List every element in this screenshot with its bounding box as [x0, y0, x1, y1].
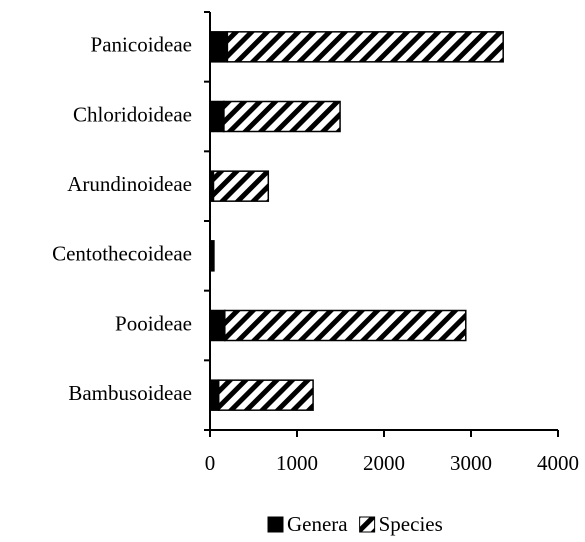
legend-swatch [267, 516, 284, 533]
bar [224, 309, 467, 342]
x-tick-label: 2000 [363, 451, 405, 475]
x-tick-label: 4000 [537, 451, 579, 475]
bar [209, 379, 220, 411]
bar [209, 100, 225, 133]
bar [209, 240, 215, 272]
category-label: Chloridoideae [73, 102, 192, 126]
bar [209, 31, 229, 63]
bar [223, 100, 341, 133]
bar [226, 31, 504, 63]
category-label: Centothecoideae [52, 242, 192, 266]
legend-label: Species [379, 512, 443, 536]
category-label: Bambusoideae [68, 381, 192, 405]
legend-swatch [359, 516, 376, 533]
x-tick-label: 0 [205, 451, 216, 475]
bar [212, 170, 270, 202]
legend-label: Genera [287, 512, 348, 536]
category-label: Arundinoideae [67, 172, 192, 196]
category-label: Pooideae [115, 311, 192, 335]
bar [209, 309, 226, 342]
x-tick-label: 3000 [450, 451, 492, 475]
category-label: Panicoideae [91, 33, 192, 57]
x-tick-label: 1000 [276, 451, 318, 475]
bar [217, 379, 314, 411]
